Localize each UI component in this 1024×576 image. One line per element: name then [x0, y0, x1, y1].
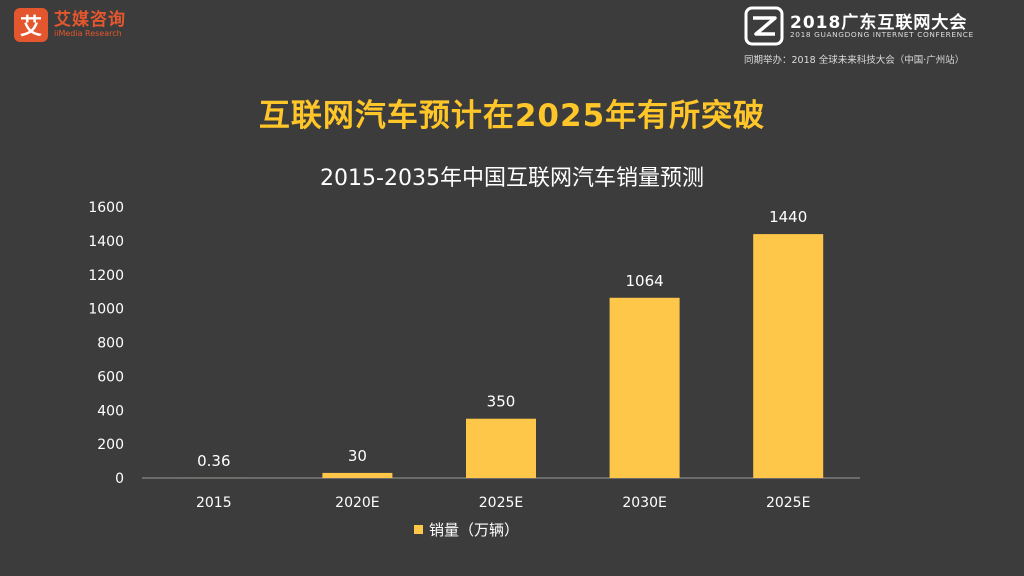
conference-organizer: 同期举办：2018 全球未来科技大会（中国·广州站） — [744, 55, 965, 66]
x-tick-label: 2015 — [196, 495, 232, 511]
bar — [322, 472, 393, 478]
iimedia-logo-cn: 艾媒咨询 — [54, 9, 126, 30]
data-label: 1064 — [626, 272, 664, 290]
conference-emblem-icon — [744, 6, 784, 46]
page-title: 互联网汽车预计在2025年有所突破 — [258, 98, 766, 134]
iimedia-logo-mark: 艾 — [14, 8, 48, 42]
bar — [466, 418, 536, 478]
data-label: 30 — [348, 447, 367, 465]
y-tick-label: 1200 — [88, 268, 124, 284]
x-tick-label: 2030E — [622, 495, 666, 511]
legend-swatch — [414, 525, 423, 534]
x-tick-label: 2025E — [479, 495, 523, 511]
data-label: 1440 — [769, 208, 807, 226]
x-tick-label: 2025E — [766, 495, 810, 511]
y-tick-label: 1600 — [88, 200, 124, 216]
y-tick-label: 0 — [115, 471, 124, 487]
data-label: 350 — [487, 393, 516, 411]
conference-title: 2018广东互联网大会 — [790, 13, 968, 33]
chart-title: 2015-2035年中国互联网汽车销量预测 — [320, 166, 704, 191]
bar — [609, 297, 680, 478]
y-tick-label: 800 — [97, 336, 124, 352]
y-tick-label: 1000 — [88, 302, 124, 318]
conference-logo: 2018广东互联网大会 2018 GUANGDONG INTERNET CONF… — [744, 6, 1002, 68]
iimedia-logo: 艾 艾媒咨询 iiMedia Research — [14, 8, 126, 42]
bar — [753, 234, 824, 478]
y-tick-label: 400 — [97, 403, 124, 419]
legend-label: 销量（万辆） — [429, 521, 519, 539]
y-tick-label: 1400 — [88, 234, 124, 250]
data-label: 0.36 — [197, 452, 230, 470]
iimedia-logo-en: iiMedia Research — [54, 28, 122, 38]
x-tick-label: 2020E — [335, 495, 379, 511]
conference-subtitle: 2018 GUANGDONG INTERNET CONFERENCE — [790, 30, 974, 39]
y-tick-label: 600 — [97, 369, 124, 385]
y-tick-label: 200 — [97, 437, 124, 453]
